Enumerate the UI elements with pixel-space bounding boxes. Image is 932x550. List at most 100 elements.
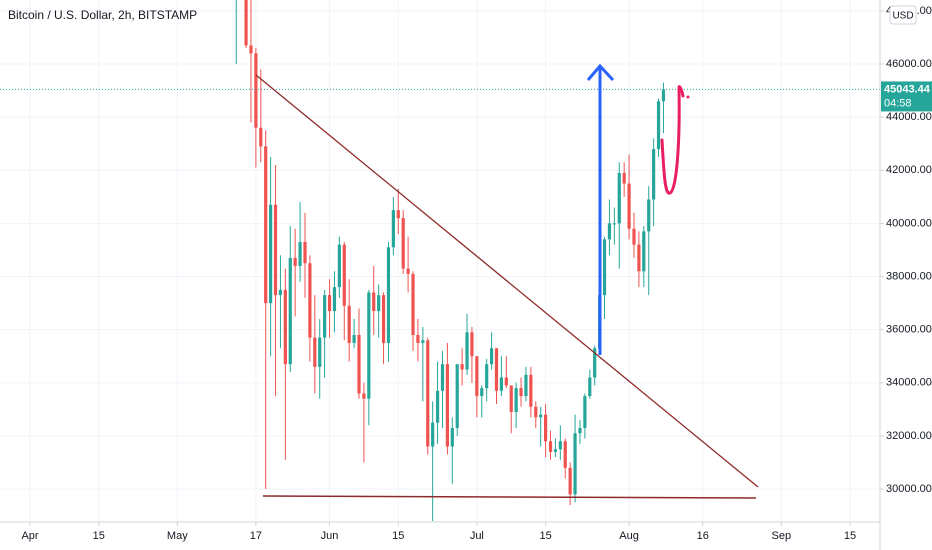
candle-body (278, 289, 283, 296)
candle-body (406, 268, 410, 274)
x-tick-label: May (167, 530, 188, 542)
candle-body (431, 422, 435, 447)
candle-body (377, 295, 381, 312)
support-line (262, 495, 757, 499)
candle-body (656, 101, 661, 150)
candle-body (362, 393, 366, 399)
candle-body (588, 377, 592, 397)
candle-body (539, 414, 543, 418)
x-tick-label: 15 (539, 530, 551, 542)
candle-body (293, 257, 297, 266)
candle-body (460, 364, 464, 370)
pink-scribble (660, 85, 685, 195)
candle-body (622, 172, 626, 184)
candle-body (254, 53, 258, 128)
candle-body (264, 146, 268, 304)
candle-body (593, 348, 597, 378)
currency-label[interactable]: USD (892, 11, 913, 22)
candle-body (583, 396, 587, 428)
pink-dot (686, 95, 690, 99)
candle-body (475, 356, 479, 397)
candle-body (440, 364, 445, 391)
candle-body (332, 287, 337, 312)
candle-body (244, 0, 248, 46)
candle-body (455, 364, 459, 428)
drawings (255, 63, 759, 499)
arrow-head (586, 63, 615, 82)
x-tick-label: Jun (321, 530, 339, 542)
x-tick-label: 16 (697, 530, 709, 542)
candle-body (352, 334, 356, 343)
candle-body (543, 414, 548, 442)
chart-title: Bitcoin / U.S. Dollar, 2h, BITSTAMP (8, 8, 197, 22)
last-price-label: 45043.44 (884, 83, 931, 95)
candle-body (421, 340, 425, 343)
y-tick-label: 34000.00 (886, 377, 932, 389)
candle-body (342, 244, 346, 306)
candle-body (269, 204, 273, 304)
x-tick-label: 15 (392, 530, 404, 542)
candle-body (323, 295, 327, 338)
candle-body (563, 441, 567, 468)
candle-body (303, 242, 307, 264)
candle-body (524, 374, 528, 397)
y-tick-label: 46000.00 (886, 58, 932, 70)
candle-body (489, 348, 494, 365)
candle-body (450, 427, 454, 447)
currency-button[interactable] (889, 5, 917, 25)
y-tick-label: 44000.00 (886, 111, 932, 123)
candle-body (470, 332, 474, 357)
candle-body (499, 377, 504, 391)
candle-body (259, 127, 263, 147)
candle-body (391, 210, 395, 248)
last-price-box (881, 81, 932, 112)
candle-body (327, 295, 332, 312)
candle-body (249, 45, 253, 54)
candle-body (288, 257, 292, 365)
candle-body (480, 388, 484, 397)
candle-body (367, 292, 371, 399)
candle-body (313, 337, 317, 367)
candle-body (661, 89, 666, 102)
candle-body (578, 427, 582, 434)
candle-body (435, 390, 440, 423)
trend-line (255, 74, 759, 488)
countdown-label: 04:58 (884, 97, 912, 109)
candle-body (514, 388, 518, 413)
candle-body (347, 305, 351, 343)
candle-body (529, 374, 533, 407)
candle-body (445, 364, 449, 447)
candle-body (426, 340, 430, 447)
candle-body (642, 231, 646, 272)
candle-body (509, 385, 513, 413)
x-tick-label: 15 (93, 530, 105, 542)
candle-body (411, 273, 415, 335)
candle-body (573, 433, 577, 495)
candle-body (386, 247, 391, 343)
candle-body (647, 199, 651, 232)
candle-body (381, 295, 386, 343)
x-tick-label: 17 (250, 530, 262, 542)
x-tick-label: Apr (21, 530, 38, 542)
candle-body (602, 239, 607, 296)
candle-body (617, 172, 621, 224)
candle-body (308, 263, 312, 338)
x-tick-label: Jul (470, 530, 484, 542)
y-tick-label: 32000.00 (886, 430, 932, 442)
candle-body (485, 364, 489, 389)
candle-body (357, 334, 361, 394)
candle-body (558, 441, 562, 450)
candle-body (396, 210, 400, 219)
candle-body (318, 337, 322, 367)
candle-body (494, 348, 499, 391)
candle-body (298, 242, 302, 266)
candle-body (637, 244, 641, 272)
candle-body (627, 183, 631, 229)
candle-body (534, 406, 538, 418)
candle-body (652, 149, 656, 200)
y-tick-label: 30000.00 (886, 483, 932, 495)
candle-body (504, 377, 508, 386)
candle-body (519, 388, 523, 397)
candle-body (465, 332, 469, 370)
